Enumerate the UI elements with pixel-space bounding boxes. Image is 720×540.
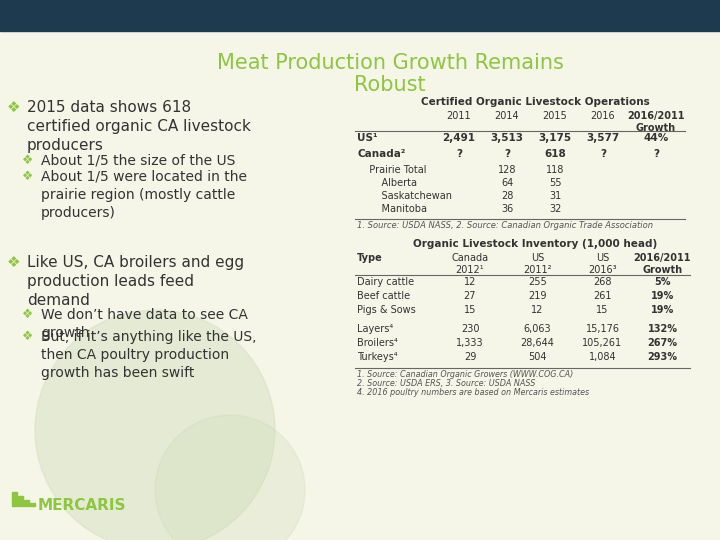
Text: 267%: 267% — [647, 338, 678, 348]
Text: 2. Source: USDA ERS, 3. Source: USDA NASS: 2. Source: USDA ERS, 3. Source: USDA NAS… — [357, 379, 536, 388]
Text: 2,491: 2,491 — [443, 133, 475, 143]
Text: Broilers⁴: Broilers⁴ — [357, 338, 398, 348]
Text: Organic Livestock Inventory (1,000 head): Organic Livestock Inventory (1,000 head) — [413, 239, 657, 249]
Bar — [24, 500, 29, 506]
Text: 128: 128 — [498, 165, 516, 175]
Circle shape — [155, 415, 305, 540]
Text: 32: 32 — [549, 204, 561, 214]
Text: Type: Type — [357, 253, 383, 263]
Text: 1,084: 1,084 — [589, 352, 616, 362]
Text: 27: 27 — [464, 291, 476, 301]
Text: 31: 31 — [549, 191, 561, 201]
Bar — [30, 503, 35, 506]
Text: 36: 36 — [501, 204, 513, 214]
Text: 55: 55 — [549, 178, 562, 188]
Text: 6,063: 6,063 — [523, 324, 552, 334]
Text: 2015: 2015 — [543, 111, 567, 121]
Text: Alberta: Alberta — [369, 178, 417, 188]
Bar — [0, 0, 720, 31]
Text: US¹: US¹ — [357, 133, 377, 143]
Text: 64: 64 — [501, 178, 513, 188]
Text: ❖: ❖ — [7, 255, 21, 270]
Text: Prairie Total: Prairie Total — [363, 165, 426, 175]
Text: Layers⁴: Layers⁴ — [357, 324, 393, 334]
Text: 29: 29 — [464, 352, 476, 362]
Text: We don’t have data to see CA
growth: We don’t have data to see CA growth — [41, 308, 248, 340]
Text: Like US, CA broilers and egg
production leads feed
demand: Like US, CA broilers and egg production … — [27, 255, 244, 308]
Text: Canada²: Canada² — [357, 149, 405, 159]
Text: US
2016³: US 2016³ — [588, 253, 617, 275]
Text: About 1/5 the size of the US: About 1/5 the size of the US — [41, 154, 235, 168]
Text: 12: 12 — [531, 305, 544, 315]
Bar — [18, 496, 23, 506]
Text: 3,513: 3,513 — [490, 133, 523, 143]
Text: Certified Organic Livestock Operations: Certified Organic Livestock Operations — [420, 97, 649, 107]
Text: 2016: 2016 — [590, 111, 616, 121]
Text: 15: 15 — [464, 305, 476, 315]
Text: MERCARIS: MERCARIS — [38, 498, 127, 513]
Text: Manitoba: Manitoba — [369, 204, 427, 214]
Text: 268: 268 — [593, 277, 612, 287]
Text: ❖: ❖ — [22, 330, 34, 343]
Text: 44%: 44% — [644, 133, 669, 143]
Text: 618: 618 — [544, 149, 566, 159]
Text: 2015 data shows 618
certified organic CA livestock
producers: 2015 data shows 618 certified organic CA… — [27, 100, 251, 153]
Text: Canada
2012¹: Canada 2012¹ — [451, 253, 489, 275]
Text: 255: 255 — [528, 277, 547, 287]
Text: 15,176: 15,176 — [585, 324, 619, 334]
Text: 132%: 132% — [647, 324, 678, 334]
Text: 504: 504 — [528, 352, 546, 362]
Text: 15: 15 — [596, 305, 608, 315]
Text: Robust: Robust — [354, 75, 426, 95]
Text: 19%: 19% — [651, 291, 674, 301]
Text: 12: 12 — [464, 277, 476, 287]
Text: ❖: ❖ — [22, 308, 34, 321]
Text: About 1/5 were located in the
prairie region (mostly cattle
producers): About 1/5 were located in the prairie re… — [41, 170, 247, 220]
Text: Beef cattle: Beef cattle — [357, 291, 410, 301]
Text: Pigs & Sows: Pigs & Sows — [357, 305, 415, 315]
Text: 219: 219 — [528, 291, 546, 301]
Text: 261: 261 — [593, 291, 612, 301]
Text: 293%: 293% — [647, 352, 678, 362]
Text: 105,261: 105,261 — [582, 338, 623, 348]
Text: 3,175: 3,175 — [539, 133, 572, 143]
Text: 19%: 19% — [651, 305, 674, 315]
Text: 2014: 2014 — [495, 111, 519, 121]
Text: 118: 118 — [546, 165, 564, 175]
Text: ❖: ❖ — [7, 100, 21, 115]
Text: ?: ? — [456, 149, 462, 159]
Text: 28,644: 28,644 — [521, 338, 554, 348]
Text: 3,577: 3,577 — [586, 133, 620, 143]
Text: 28: 28 — [501, 191, 513, 201]
Text: ?: ? — [600, 149, 606, 159]
Text: ❖: ❖ — [22, 170, 34, 183]
Text: 5%: 5% — [654, 277, 671, 287]
Text: Meat Production Growth Remains: Meat Production Growth Remains — [217, 53, 564, 73]
Text: 4. 2016 poultry numbers are based on Mercaris estimates: 4. 2016 poultry numbers are based on Mer… — [357, 388, 589, 397]
Text: 1. Source: Canadian Organic Growers (WWW.COG.CA): 1. Source: Canadian Organic Growers (WWW… — [357, 370, 573, 379]
Text: Dairy cattle: Dairy cattle — [357, 277, 414, 287]
Text: US
2011²: US 2011² — [523, 253, 552, 275]
Text: 230: 230 — [461, 324, 480, 334]
Circle shape — [35, 310, 275, 540]
Text: 1. Source: USDA NASS, 2. Source: Canadian Organic Trade Association: 1. Source: USDA NASS, 2. Source: Canadia… — [357, 221, 653, 230]
Text: Saskatchewan: Saskatchewan — [369, 191, 452, 201]
Text: 2011: 2011 — [446, 111, 472, 121]
Text: Turkeys⁴: Turkeys⁴ — [357, 352, 397, 362]
Text: But, if it’s anything like the US,
then CA poultry production
growth has been sw: But, if it’s anything like the US, then … — [41, 330, 256, 380]
Text: 2016/2011
Growth: 2016/2011 Growth — [634, 253, 691, 275]
Text: 2016/2011
Growth: 2016/2011 Growth — [627, 111, 685, 133]
Text: ?: ? — [653, 149, 659, 159]
Bar — [12, 492, 17, 506]
Text: ❖: ❖ — [22, 154, 34, 167]
Text: 1,333: 1,333 — [456, 338, 484, 348]
Text: ?: ? — [504, 149, 510, 159]
